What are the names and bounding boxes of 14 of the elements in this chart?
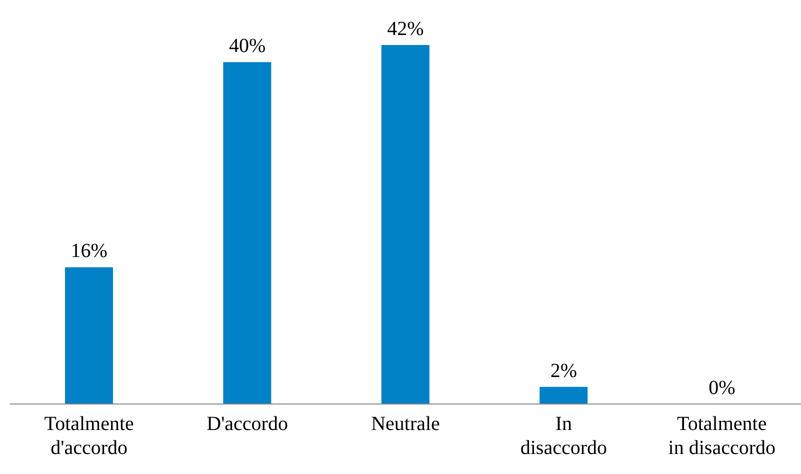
- x-tick-label: Totalmente in disaccordo: [668, 413, 776, 459]
- bar: [65, 267, 113, 404]
- data-label: 40%: [228, 35, 266, 58]
- x-tick-label: Neutrale: [371, 413, 440, 435]
- x-tick-label: Totalmente d'accordo: [44, 413, 134, 459]
- data-label: 16%: [70, 240, 108, 262]
- x-tick-label: D'accordo: [206, 413, 288, 435]
- bar: [223, 62, 272, 404]
- bar: [540, 386, 588, 404]
- x-tick-label: In disaccordo: [520, 413, 608, 459]
- data-label: 2%: [550, 360, 578, 382]
- data-label: 0%: [708, 377, 736, 399]
- data-label: 42%: [387, 18, 424, 40]
- bar: [381, 45, 430, 404]
